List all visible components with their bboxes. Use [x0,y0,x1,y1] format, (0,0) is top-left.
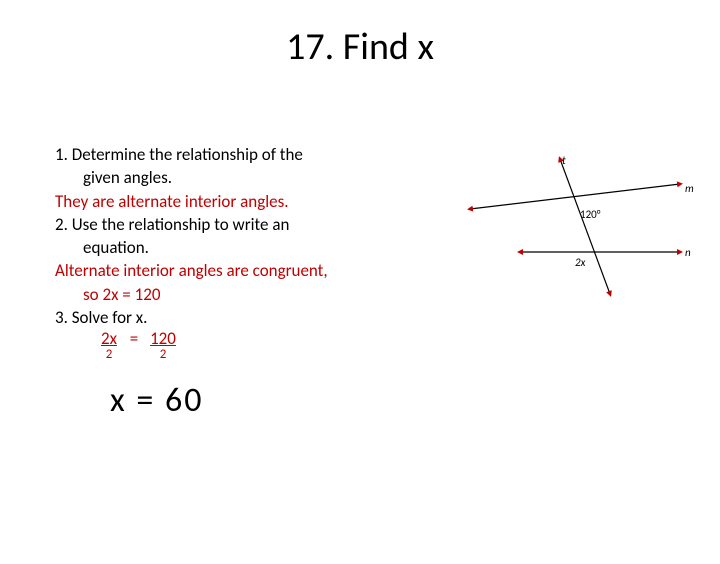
equation-denominators: 2 2 [95,347,405,362]
angle-120: 120° [580,208,601,221]
eq-left-den: 2 [95,347,123,362]
geometry-diagram: m n t 120° 2x [460,154,700,314]
label-m: m [685,182,694,195]
line-m [470,184,680,209]
step-1-line1: 1. Determine the relationship of the [55,144,405,165]
eq-equals: = [123,328,145,349]
line-t [560,159,610,294]
step-2-answer-b: so 2x = 120 [55,284,405,305]
final-answer: x = 60 [110,380,405,421]
eq-spacer [123,347,145,362]
steps-block: 1. Determine the relationship of the giv… [55,144,405,421]
angle-2x: 2x [575,256,586,269]
step-2-line1: 2. Use the relationship to write an [55,214,405,235]
eq-right-num: 120 [145,328,181,349]
step-2-line2: equation. [55,237,405,258]
label-n: n [685,246,691,259]
eq-left-num: 2x [95,328,123,349]
step-3: 3. Solve for x. [55,307,405,328]
equation-numerators: 2x = 120 [95,328,405,349]
step-1-answer: They are alternate interior angles. [55,191,405,212]
label-t: t [562,154,566,167]
eq-right-den: 2 [145,347,181,362]
step-1-line2: given angles. [55,167,405,188]
page-title: 17. Find x [0,24,720,70]
step-2-answer-a: Alternate interior angles are congruent, [55,260,405,281]
